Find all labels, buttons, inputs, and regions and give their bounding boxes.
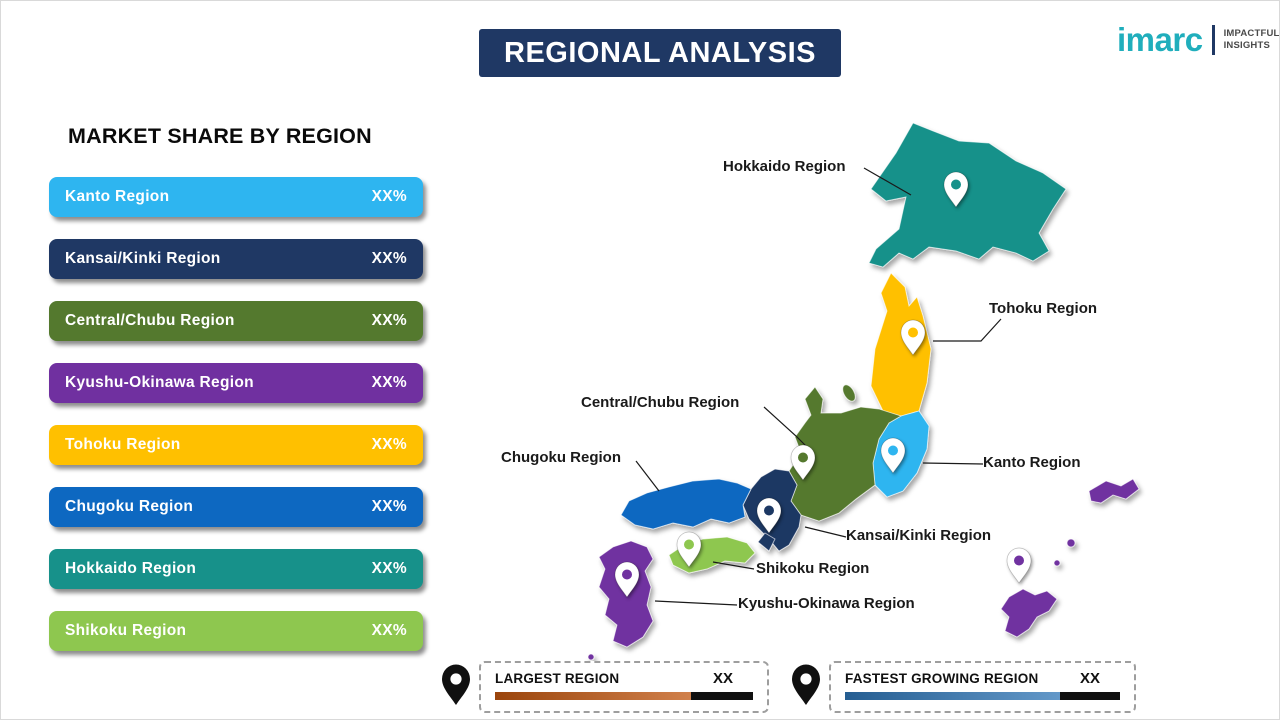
map-label-shikoku: Shikoku Region bbox=[756, 560, 870, 577]
share-bar-value: XX% bbox=[371, 560, 407, 577]
map-pin-kansai bbox=[756, 497, 782, 534]
largest-region-bar bbox=[495, 692, 753, 700]
imarc-logo-divider bbox=[1211, 24, 1215, 55]
callout-line-kyushu-okinawa bbox=[654, 600, 738, 606]
map-label-chubu: Central/Chubu Region bbox=[581, 394, 740, 411]
map-label-kanto: Kanto Region bbox=[983, 454, 1081, 471]
map-region-okinawa-south bbox=[1000, 588, 1058, 638]
imarc-logo: imarc IMPACTFUL INSIGHTS bbox=[1117, 21, 1280, 58]
map-islet-okinawa-2 bbox=[1053, 559, 1061, 567]
fastest-growing-label: FASTEST GROWING REGION bbox=[845, 671, 1039, 686]
map-label-hokkaido: Hokkaido Region bbox=[723, 158, 846, 175]
share-bar-value: XX% bbox=[371, 374, 407, 391]
share-bar-kanto: Kanto Region XX% bbox=[49, 177, 423, 217]
share-bar-tohoku: Tohoku Region XX% bbox=[49, 425, 423, 465]
japan-islands bbox=[587, 122, 1140, 661]
map-island-sado bbox=[842, 384, 856, 402]
share-bar-value: XX% bbox=[371, 312, 407, 329]
share-bar-value: XX% bbox=[371, 250, 407, 267]
largest-region-box: LARGEST REGION XX bbox=[479, 661, 769, 713]
map-islet-kyushu bbox=[587, 653, 595, 661]
imarc-logo-tagline: IMPACTFUL INSIGHTS bbox=[1223, 28, 1280, 51]
callout-line-shikoku bbox=[712, 561, 755, 570]
share-bar-label: Hokkaido Region bbox=[65, 560, 197, 577]
map-pins bbox=[614, 171, 1032, 598]
callout-lines bbox=[635, 167, 1002, 606]
fastest-growing-bar bbox=[845, 692, 1120, 700]
share-bar-label: Kyushu-Okinawa Region bbox=[65, 374, 254, 391]
callout-line-tohoku bbox=[933, 318, 1002, 342]
share-bar-value: XX% bbox=[371, 622, 407, 639]
share-bar-label: Kansai/Kinki Region bbox=[65, 250, 221, 267]
largest-region-pin-icon bbox=[442, 664, 470, 705]
share-bar-label: Kanto Region bbox=[65, 188, 170, 205]
map-pin-kyushu bbox=[614, 561, 640, 598]
map-islet-okinawa-1 bbox=[1066, 538, 1076, 548]
imarc-logo-text: imarc bbox=[1117, 21, 1203, 58]
share-bar-label: Chugoku Region bbox=[65, 498, 194, 515]
map-region-chugoku bbox=[620, 478, 752, 530]
callout-line-hokkaido bbox=[863, 167, 912, 196]
map-label-kansai: Kansai/Kinki Region bbox=[846, 527, 992, 544]
map-pin-chubu bbox=[790, 444, 816, 481]
share-bar-chubu: Central/Chubu Region XX% bbox=[49, 301, 423, 341]
japan-map bbox=[587, 122, 1140, 661]
fastest-growing-value: XX bbox=[1079, 670, 1100, 687]
share-bar-chugoku: Chugoku Region XX% bbox=[49, 487, 423, 527]
map-pin-tohoku bbox=[900, 319, 926, 356]
map-region-okinawa-north bbox=[1088, 478, 1140, 504]
map-label-kyushu-okinawa: Kyushu-Okinawa Region bbox=[738, 595, 915, 612]
map-region-hokkaido bbox=[868, 122, 1067, 268]
fastest-growing-pin-icon bbox=[792, 664, 820, 705]
map-pin-shikoku bbox=[676, 531, 702, 568]
share-bar-kansai: Kansai/Kinki Region XX% bbox=[49, 239, 423, 279]
share-bar-label: Shikoku Region bbox=[65, 622, 187, 639]
share-bar-value: XX% bbox=[371, 436, 407, 453]
map-pin-okinawa bbox=[1006, 547, 1032, 584]
share-bar-label: Tohoku Region bbox=[65, 436, 181, 453]
share-bar-value: XX% bbox=[371, 188, 407, 205]
map-label-chugoku: Chugoku Region bbox=[501, 449, 621, 466]
share-bar-label: Central/Chubu Region bbox=[65, 312, 235, 329]
page-title: REGIONAL ANALYSIS bbox=[479, 29, 841, 77]
map-label-tohoku: Tohoku Region bbox=[989, 300, 1098, 317]
share-bar-kyushu-okinawa: Kyushu-Okinawa Region XX% bbox=[49, 363, 423, 403]
map-pin-hokkaido bbox=[943, 171, 969, 208]
map-region-tohoku bbox=[870, 272, 932, 417]
share-bar-value: XX% bbox=[371, 498, 407, 515]
largest-region-value: XX bbox=[712, 670, 733, 687]
callout-line-chugoku bbox=[635, 460, 660, 492]
map-pin-kanto bbox=[880, 437, 906, 474]
largest-region-label: LARGEST REGION bbox=[495, 671, 620, 686]
market-share-heading: MARKET SHARE BY REGION bbox=[68, 124, 372, 148]
share-bar-hokkaido: Hokkaido Region XX% bbox=[49, 549, 423, 589]
callout-line-kansai bbox=[804, 526, 847, 538]
callout-line-kanto bbox=[922, 462, 984, 465]
map-island-awaji bbox=[757, 532, 776, 552]
fastest-growing-box: FASTEST GROWING REGION XX bbox=[829, 661, 1136, 713]
share-bar-shikoku: Shikoku Region XX% bbox=[49, 611, 423, 651]
